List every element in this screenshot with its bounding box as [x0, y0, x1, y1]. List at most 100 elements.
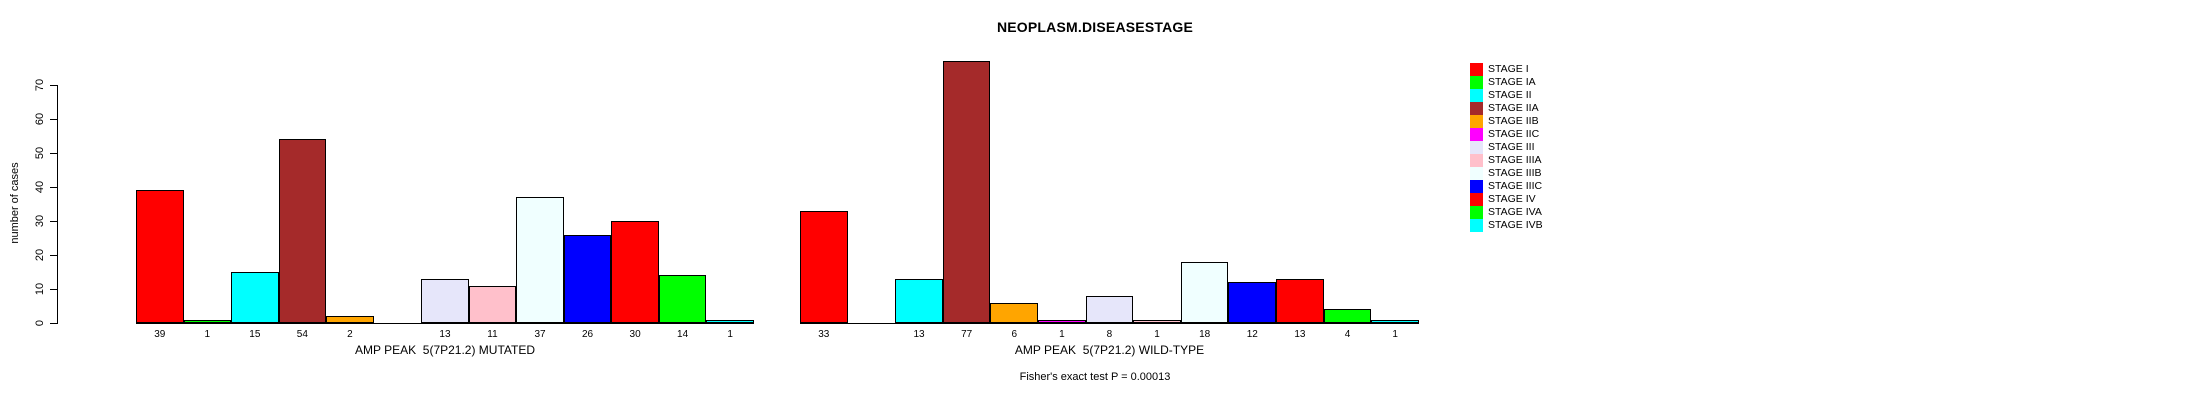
bar-wildtype-stage-iv: [1276, 279, 1324, 323]
legend-label: STAGE IIA: [1488, 102, 1539, 114]
legend-item-stage-iv: STAGE IV: [1470, 193, 1543, 206]
bar-slot-wildtype-stage-iiia: [1133, 0, 1181, 323]
x-axis-label-mutated: AMP PEAK 5(7P21.2) MUTATED: [354, 343, 536, 357]
y-tick-label: 0: [34, 319, 46, 327]
bar-slot-mutated-stage-iic: [374, 0, 422, 323]
bar-value-label: 1: [1059, 329, 1065, 340]
bar-mutated-stage-iib: [326, 316, 374, 323]
legend-item-stage-iiib: STAGE IIIB: [1470, 167, 1543, 180]
bar-wildtype-stage-iva: [1323, 309, 1372, 323]
bar-value-label: 37: [534, 329, 546, 340]
legend-item-stage-ivb: STAGE IVB: [1470, 219, 1543, 232]
y-tick-label: 60: [34, 112, 46, 126]
bar-value-label: 39: [154, 329, 166, 340]
y-tick-mark: [50, 119, 57, 120]
y-tick-label: 20: [34, 248, 46, 262]
legend-swatch: [1470, 206, 1483, 219]
y-axis-line: [57, 85, 58, 324]
bar-mutated-stage-iia: [278, 139, 327, 323]
bar-value-label: 33: [818, 329, 830, 340]
bar-value-label: 13: [439, 329, 451, 340]
bar-value-label: 1: [1392, 329, 1398, 340]
bar-slot-wildtype-stage-i: [800, 0, 848, 323]
y-tick-label: 10: [34, 282, 46, 296]
bar-slot-mutated-stage-iiic: [563, 0, 612, 323]
bar-slot-mutated-stage-ii: [231, 0, 279, 323]
legend-swatch: [1470, 102, 1483, 115]
bar-slot-mutated-stage-iiib: [516, 0, 564, 323]
bar-value-label: 13: [1294, 329, 1306, 340]
bar-value-label: 18: [1199, 329, 1211, 340]
bar-slot-mutated-stage-iiia: [468, 0, 517, 323]
legend-label: STAGE IVA: [1488, 206, 1542, 218]
y-tick-label: 50: [34, 146, 46, 160]
y-tick-label: 30: [34, 214, 46, 228]
bar-value-label: 54: [296, 329, 308, 340]
legend-swatch: [1470, 128, 1483, 141]
y-tick-mark: [50, 85, 57, 86]
y-tick-mark: [50, 187, 57, 188]
legend-item-stage-iic: STAGE IIC: [1470, 128, 1543, 141]
bar-slot-wildtype-stage-ii: [895, 0, 943, 323]
bar-slot-wildtype-stage-iic: [1038, 0, 1086, 323]
legend: STAGE I STAGE IA STAGE II STAGE IIA STAGE II…: [1470, 63, 1543, 232]
legend-label: STAGE IIIA: [1488, 154, 1542, 166]
legend-item-stage-iiic: STAGE IIIC: [1470, 180, 1543, 193]
bar-slot-wildtype-stage-iii: [1085, 0, 1134, 323]
legend-item-stage-iiia: STAGE IIIA: [1470, 154, 1543, 167]
bar-wildtype-stage-ii: [895, 279, 943, 323]
legend-swatch: [1470, 76, 1483, 89]
legend-label: STAGE IVB: [1488, 219, 1543, 231]
y-tick-mark: [50, 221, 57, 222]
bar-wildtype-stage-iic: [1038, 320, 1086, 323]
bar-mutated-stage-ivb: [706, 320, 754, 323]
bar-slot-mutated-stage-iia: [278, 0, 327, 323]
bar-mutated-stage-iiia: [468, 286, 517, 323]
value-row-mutated: 39 1 15 54 2 13 11 37 26 30 14 1: [136, 329, 754, 341]
bar-slot-mutated-stage-iva: [658, 0, 707, 323]
bar-slot-wildtype-stage-iiic: [1228, 0, 1277, 323]
bar-mutated-stage-ii: [231, 272, 279, 323]
legend-label: STAGE IIB: [1488, 115, 1539, 127]
y-tick-mark: [50, 255, 57, 256]
bar-value-label: 1: [204, 329, 211, 340]
bar-slot-mutated-stage-ivb: [706, 0, 754, 323]
bar-mutated-stage-iii: [421, 279, 469, 323]
legend-swatch: [1470, 180, 1483, 193]
y-tick-label: 70: [34, 78, 46, 92]
bar-slot-wildtype-stage-iiib: [1180, 0, 1229, 323]
bar-slot-wildtype-stage-ivb: [1371, 0, 1419, 323]
bar-value-label: 6: [1011, 329, 1018, 340]
bar-slot-wildtype-stage-iva: [1323, 0, 1372, 323]
fisher-test-note: Fisher's exact test P = 0.00013: [1019, 371, 1171, 383]
bar-slot-wildtype-stage-iib: [990, 0, 1039, 323]
bar-wildtype-stage-iii: [1085, 296, 1134, 323]
bar-slot-mutated-stage-iii: [421, 0, 469, 323]
bar-slot-mutated-stage-iib: [326, 0, 374, 323]
bar-value-label: 14: [677, 329, 689, 340]
legend-swatch: [1470, 219, 1483, 232]
bar-wildtype-stage-iib: [990, 303, 1039, 323]
y-tick-mark: [50, 153, 57, 154]
y-tick-mark: [50, 323, 57, 324]
bar-value-label: 77: [961, 329, 973, 340]
legend-item-stage-iii: STAGE III: [1470, 141, 1543, 154]
bar-value-label: 13: [913, 329, 925, 340]
bar-mutated-stage-iiic: [563, 235, 612, 323]
legend-item-stage-iib: STAGE IIB: [1470, 115, 1543, 128]
legend-item-stage-iva: STAGE IVA: [1470, 206, 1543, 219]
bar-value-label: 12: [1246, 329, 1258, 340]
legend-label: STAGE IIIB: [1488, 167, 1542, 179]
bar-mutated-stage-ia: [183, 320, 232, 323]
bar-value-label: 15: [249, 329, 261, 340]
bar-slot-wildtype-stage-iv: [1276, 0, 1324, 323]
bar-wildtype-stage-iia: [942, 61, 991, 323]
bar-value-label: [848, 329, 896, 341]
legend-label: STAGE IIC: [1488, 128, 1540, 140]
legend-label: STAGE II: [1488, 89, 1532, 101]
bar-wildtype-stage-ivb: [1371, 320, 1419, 323]
legend-item-stage-iia: STAGE IIA: [1470, 102, 1543, 115]
bar-slot-wildtype-stage-iia: [942, 0, 991, 323]
bar-value-label: [374, 329, 422, 341]
